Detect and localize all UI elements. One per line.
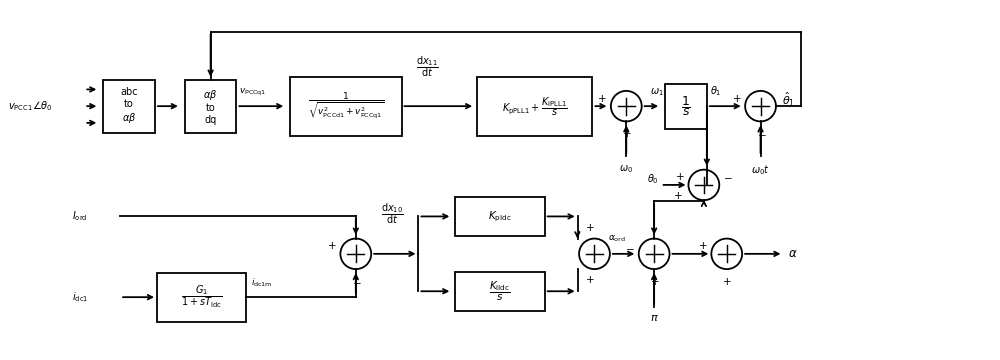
Text: $K_{\rm pIdc}$: $K_{\rm pIdc}$ — [488, 209, 512, 224]
FancyBboxPatch shape — [477, 77, 592, 136]
FancyBboxPatch shape — [157, 273, 246, 322]
Text: $\dfrac{1}{\sqrt{v_{\rm PCCd1}^2+v_{\rm PCCq1}^2}}$: $\dfrac{1}{\sqrt{v_{\rm PCCd1}^2+v_{\rm … — [308, 91, 384, 121]
FancyBboxPatch shape — [665, 84, 707, 129]
Text: $\alpha\beta$
to
dq: $\alpha\beta$ to dq — [203, 87, 218, 125]
Text: abc
to
$\alpha\beta$: abc to $\alpha\beta$ — [120, 87, 138, 125]
Circle shape — [639, 239, 670, 269]
Text: $\dfrac{G_1}{1+sT_{\rm Idc}}$: $\dfrac{G_1}{1+sT_{\rm Idc}}$ — [181, 284, 222, 310]
Text: $-$: $-$ — [757, 129, 766, 139]
Text: $v_{\rm PCC1}\angle\theta_0$: $v_{\rm PCC1}\angle\theta_0$ — [8, 99, 52, 113]
FancyBboxPatch shape — [103, 80, 155, 133]
Text: +: + — [674, 191, 682, 201]
Text: $\omega_0 t$: $\omega_0 t$ — [751, 163, 770, 176]
FancyBboxPatch shape — [185, 80, 236, 133]
Text: $I_{\rm ord}$: $I_{\rm ord}$ — [72, 210, 88, 223]
Text: +: + — [723, 277, 732, 287]
Text: $-$: $-$ — [352, 277, 362, 287]
Text: +: + — [623, 129, 632, 139]
Text: $\dfrac{{\rm d}x_{11}}{{\rm d}t}$: $\dfrac{{\rm d}x_{11}}{{\rm d}t}$ — [416, 54, 439, 78]
Text: $-$: $-$ — [723, 172, 733, 182]
Circle shape — [340, 239, 371, 269]
Circle shape — [711, 239, 742, 269]
Text: $\alpha$: $\alpha$ — [788, 247, 798, 260]
Text: $\omega_0$: $\omega_0$ — [619, 163, 633, 175]
Circle shape — [611, 91, 642, 121]
Text: $-$: $-$ — [625, 243, 635, 253]
Text: +: + — [651, 277, 659, 287]
Text: $i_{\rm dc1}$: $i_{\rm dc1}$ — [72, 290, 89, 304]
Text: +: + — [328, 241, 336, 251]
Text: $\pi$: $\pi$ — [650, 314, 659, 323]
Circle shape — [745, 91, 776, 121]
Text: $v_{\rm PCCq1}$: $v_{\rm PCCq1}$ — [239, 87, 267, 98]
Circle shape — [688, 170, 719, 200]
Text: +: + — [733, 94, 741, 104]
Text: +: + — [676, 172, 684, 182]
Text: $\dfrac{{\rm d}x_{10}}{{\rm d}t}$: $\dfrac{{\rm d}x_{10}}{{\rm d}t}$ — [381, 202, 404, 226]
Text: $\alpha_{\rm ord}$: $\alpha_{\rm ord}$ — [608, 234, 626, 244]
FancyBboxPatch shape — [290, 77, 402, 136]
Text: $K_{\rm pPLL1}+\dfrac{K_{\rm iPLL1}}{s}$: $K_{\rm pPLL1}+\dfrac{K_{\rm iPLL1}}{s}$ — [502, 95, 568, 118]
Text: +: + — [586, 223, 594, 233]
Text: $\dfrac{1}{s}$: $\dfrac{1}{s}$ — [681, 94, 691, 118]
Text: +: + — [699, 241, 707, 251]
FancyBboxPatch shape — [455, 271, 545, 311]
Circle shape — [579, 239, 610, 269]
Text: $\omega_1$: $\omega_1$ — [650, 86, 663, 98]
Text: +: + — [598, 94, 607, 104]
Text: $\theta_0$: $\theta_0$ — [647, 172, 659, 186]
Text: $\hat{\theta}_1$: $\hat{\theta}_1$ — [782, 91, 795, 109]
FancyBboxPatch shape — [455, 197, 545, 236]
Text: +: + — [586, 275, 594, 285]
Text: $i_{\rm dc1m}$: $i_{\rm dc1m}$ — [251, 277, 273, 289]
Text: $\theta_1$: $\theta_1$ — [710, 85, 721, 98]
Text: $\dfrac{K_{\rm iIdc}}{s}$: $\dfrac{K_{\rm iIdc}}{s}$ — [489, 280, 511, 303]
